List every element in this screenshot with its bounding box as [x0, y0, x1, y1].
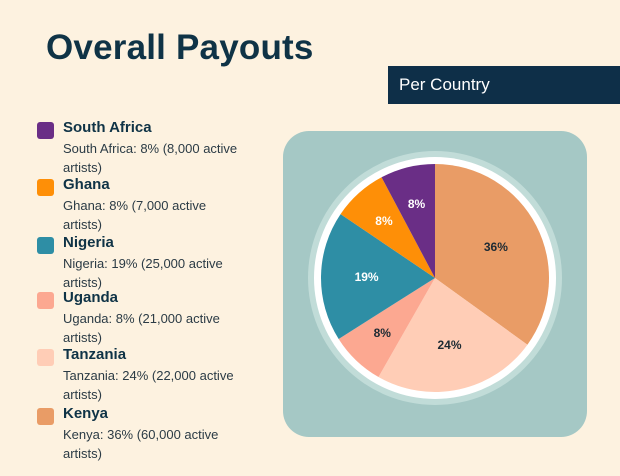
legend-swatch [37, 408, 54, 425]
legend-item-south-africa: South Africa South Africa: 8% (8,000 act… [37, 118, 287, 175]
pie-slice-nigeria [321, 214, 435, 339]
legend-swatch [37, 349, 54, 366]
legend-swatch [37, 237, 54, 254]
pie-slice-tanzania [378, 278, 528, 392]
pie-slice-south-africa [381, 164, 435, 278]
pie-label-south-africa: 8% [408, 197, 426, 211]
legend-description: Ghana: 8% (7,000 active artists) [63, 198, 207, 232]
legend-description: Tanzania: 24% (22,000 active artists) [63, 368, 234, 402]
legend-description: Kenya: 36% (60,000 active artists) [63, 427, 219, 461]
legend-label: South Africa [63, 119, 152, 136]
legend-description: South Africa: 8% (8,000 active artists) [63, 141, 238, 175]
legend-swatch [37, 122, 54, 139]
pie-label-ghana: 8% [375, 214, 393, 228]
pie-label-nigeria: 19% [355, 270, 379, 284]
pie-label-kenya: 36% [484, 240, 508, 254]
pie-labels: 36% 24% 8% 19% 8% 8% [355, 197, 509, 352]
legend-label: Uganda [63, 289, 119, 306]
subtitle-banner: Per Country [388, 66, 620, 104]
page-title: Overall Payouts [46, 28, 314, 67]
legend-label: Tanzania [63, 346, 127, 363]
pie-slice-kenya [435, 164, 549, 345]
legend-item-kenya: Kenya Kenya: 36% (60,000 active artists) [37, 404, 287, 461]
pie-slice-ghana [340, 177, 435, 278]
pie-chart: 36% 24% 8% 19% 8% 8% [308, 151, 562, 405]
legend-label: Kenya [63, 405, 109, 422]
legend-item-uganda: Uganda Uganda: 8% (21,000 active artists… [37, 288, 287, 345]
legend-item-nigeria: Nigeria Nigeria: 19% (25,000 active arti… [37, 233, 287, 290]
legend-item-ghana: Ghana Ghana: 8% (7,000 active artists) [37, 175, 287, 233]
legend-swatch [37, 179, 54, 196]
legend: South Africa South Africa: 8% (8,000 act… [37, 118, 287, 461]
pie-label-tanzania: 24% [437, 338, 461, 352]
legend-description: Uganda: 8% (21,000 active artists) [63, 311, 220, 345]
pie-slices [321, 164, 549, 392]
pie-label-uganda: 8% [374, 326, 392, 340]
legend-item-tanzania: Tanzania Tanzania: 24% (22,000 active ar… [37, 345, 287, 404]
legend-swatch [37, 292, 54, 309]
legend-description: Nigeria: 19% (25,000 active artists) [63, 256, 223, 290]
pie-slice-uganda [338, 278, 435, 378]
legend-label: Nigeria [63, 234, 114, 251]
legend-label: Ghana [63, 176, 110, 193]
